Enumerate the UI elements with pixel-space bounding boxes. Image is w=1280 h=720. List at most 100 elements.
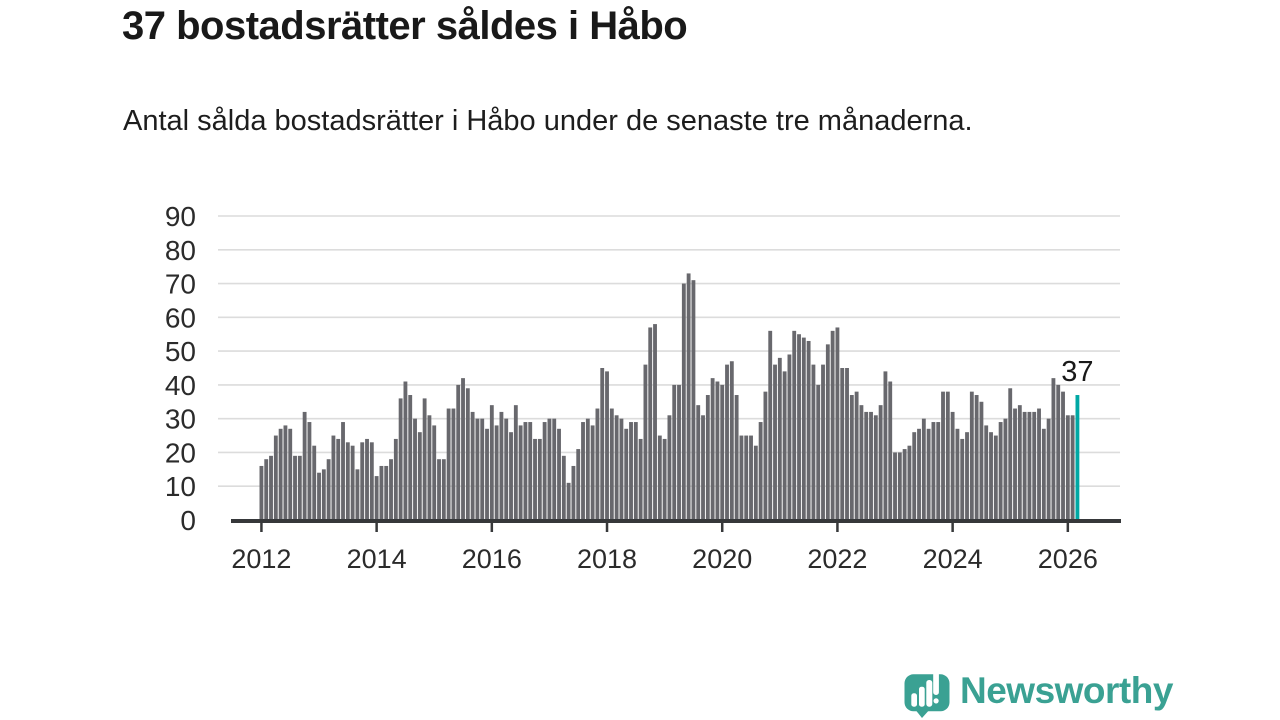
bar bbox=[523, 422, 528, 520]
bar bbox=[840, 368, 845, 520]
bar bbox=[763, 391, 768, 520]
bar bbox=[341, 422, 345, 520]
bar bbox=[552, 418, 557, 520]
bar bbox=[297, 455, 302, 520]
bar bbox=[609, 408, 614, 520]
bar bbox=[921, 418, 926, 520]
bar bbox=[360, 442, 365, 520]
bar bbox=[1027, 411, 1032, 520]
logo-mini-bar-1 bbox=[911, 693, 917, 707]
bar bbox=[893, 452, 897, 520]
bar-latest-highlighted bbox=[1075, 395, 1080, 520]
bar bbox=[1056, 384, 1061, 520]
bar bbox=[821, 364, 825, 520]
bar bbox=[321, 469, 326, 520]
bar bbox=[1061, 391, 1065, 520]
bar bbox=[494, 425, 499, 520]
bar bbox=[816, 384, 821, 520]
bar bbox=[547, 418, 552, 520]
x-tick-label-2024: 2024 bbox=[923, 544, 983, 574]
bar bbox=[945, 391, 950, 520]
bar bbox=[734, 395, 739, 520]
bar bbox=[797, 334, 801, 520]
bar bbox=[624, 428, 629, 520]
bar bbox=[739, 435, 744, 520]
bar bbox=[365, 438, 369, 520]
bar bbox=[513, 405, 518, 520]
bar bbox=[403, 381, 408, 520]
bar bbox=[408, 395, 413, 520]
bar bbox=[936, 422, 941, 520]
newsworthy-logo-text: Newsworthy bbox=[960, 670, 1173, 711]
bar bbox=[864, 411, 869, 520]
bar bbox=[1041, 428, 1046, 520]
bar bbox=[720, 384, 725, 520]
bar bbox=[960, 438, 965, 520]
newsworthy-logo-icon bbox=[904, 670, 950, 718]
bar bbox=[293, 455, 297, 520]
bar bbox=[917, 428, 921, 520]
bar bbox=[638, 438, 643, 520]
bar bbox=[859, 405, 864, 520]
bar bbox=[984, 425, 989, 520]
bar bbox=[451, 408, 456, 520]
bar bbox=[480, 418, 485, 520]
x-tick-label-2014: 2014 bbox=[347, 544, 407, 574]
bar bbox=[355, 469, 360, 520]
bar bbox=[672, 384, 677, 520]
bar bbox=[417, 432, 422, 520]
bar bbox=[312, 445, 317, 520]
bar bbox=[729, 361, 734, 520]
bar bbox=[854, 391, 859, 520]
y-tick-label-10: 10 bbox=[165, 471, 196, 502]
bar bbox=[389, 459, 393, 520]
bar bbox=[619, 418, 624, 520]
bar bbox=[581, 422, 585, 520]
bar bbox=[557, 428, 561, 520]
page-title: 37 bostadsrätter såldes i Håbo bbox=[122, 4, 688, 48]
x-tick-label-2020: 2020 bbox=[692, 544, 752, 574]
chart-subtitle: Antal sålda bostadsrätter i Håbo under d… bbox=[123, 105, 973, 137]
logo-exclamation-bar bbox=[933, 670, 939, 695]
bar bbox=[998, 422, 1003, 520]
bar bbox=[657, 435, 662, 520]
bar bbox=[979, 401, 984, 520]
bar bbox=[633, 422, 638, 520]
x-tick-label-2022: 2022 bbox=[807, 544, 867, 574]
bar bbox=[1065, 415, 1070, 520]
bar bbox=[432, 425, 437, 520]
y-tick-label-40: 40 bbox=[165, 370, 196, 401]
bar bbox=[350, 445, 355, 520]
bar bbox=[888, 381, 893, 520]
bar bbox=[605, 371, 609, 520]
bar bbox=[384, 465, 389, 520]
bar bbox=[374, 476, 379, 520]
newsworthy-branding: Newsworthy bbox=[898, 664, 1278, 720]
bar bbox=[379, 465, 384, 520]
bar bbox=[811, 364, 816, 520]
bar bbox=[441, 459, 446, 520]
bar bbox=[537, 438, 542, 520]
bar bbox=[782, 371, 787, 520]
bar bbox=[830, 330, 835, 520]
bar bbox=[336, 438, 341, 520]
bar bbox=[278, 428, 283, 520]
bar bbox=[585, 418, 590, 520]
x-tick-label-2016: 2016 bbox=[462, 544, 522, 574]
bar bbox=[912, 432, 917, 520]
bar bbox=[768, 330, 773, 520]
bar bbox=[662, 438, 667, 520]
bar bbox=[1032, 411, 1037, 520]
bar bbox=[326, 459, 331, 520]
y-tick-label-90: 90 bbox=[165, 201, 196, 232]
bar bbox=[989, 432, 993, 520]
bar bbox=[825, 344, 830, 520]
bar bbox=[470, 411, 475, 520]
bar bbox=[907, 445, 912, 520]
bar bbox=[273, 435, 278, 520]
bar bbox=[1022, 411, 1027, 520]
y-tick-label-0: 0 bbox=[180, 505, 196, 536]
logo-exclamation-dot bbox=[933, 698, 939, 704]
bar bbox=[504, 418, 509, 520]
